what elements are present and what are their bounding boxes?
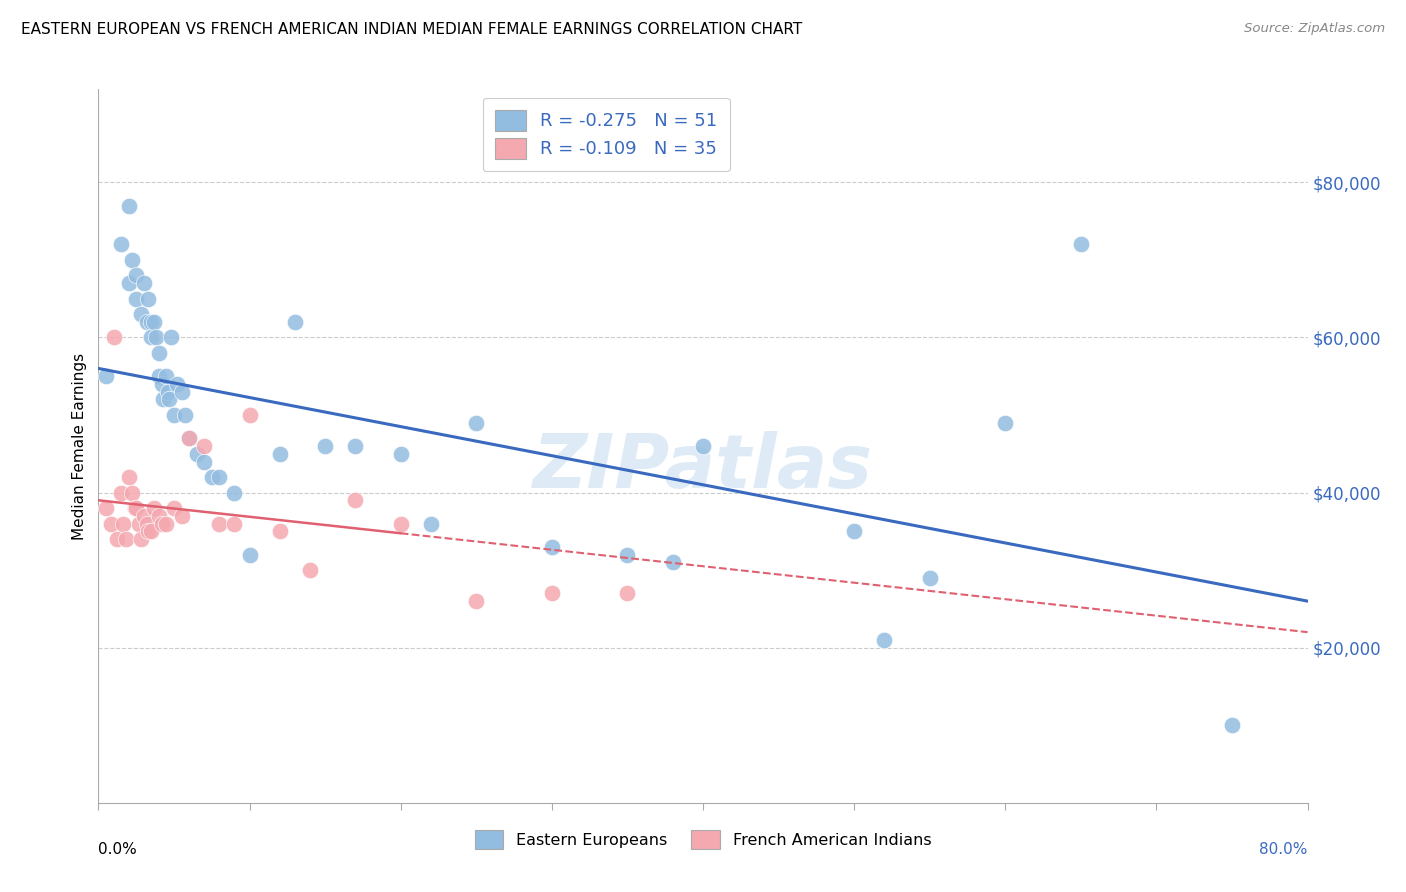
Point [465,594,488,608]
Point [224,485,246,500]
Point [389,516,412,531]
Point [389,447,412,461]
Point [148,508,170,523]
Point [994,416,1017,430]
Point [269,524,291,539]
Point [135,516,157,531]
Point [105,532,128,546]
Text: ZIPatlas: ZIPatlas [533,431,873,504]
Point [150,516,173,531]
Point [110,237,132,252]
Point [121,252,143,267]
Point [124,501,146,516]
Point [125,292,148,306]
Point [844,524,866,539]
Point [299,563,322,577]
Point [111,516,134,531]
Point [239,408,262,422]
Point [179,431,201,445]
Point [136,524,159,539]
Point [145,330,167,344]
Text: EASTERN EUROPEAN VS FRENCH AMERICAN INDIAN MEDIAN FEMALE EARNINGS CORRELATION CH: EASTERN EUROPEAN VS FRENCH AMERICAN INDI… [21,22,803,37]
Point [186,447,208,461]
Point [193,439,215,453]
Point [1220,718,1243,732]
Text: 0.0%: 0.0% [98,842,138,856]
Point [141,330,163,344]
Point [148,346,170,360]
Point [208,470,231,484]
Point [129,532,152,546]
Point [269,447,291,461]
Point [152,392,174,407]
Point [465,416,488,430]
Point [163,501,186,516]
Point [141,524,163,539]
Point [918,571,941,585]
Point [103,330,125,344]
Point [125,268,148,283]
Point [208,516,231,531]
Point [155,369,177,384]
Point [616,586,638,600]
Point [873,632,896,647]
Point [170,384,193,399]
Point [118,470,141,484]
Legend: Eastern Europeans, French American Indians: Eastern Europeans, French American India… [468,823,938,855]
Point [155,516,177,531]
Point [540,540,562,554]
Point [201,470,224,484]
Point [136,292,159,306]
Point [114,532,136,546]
Text: 80.0%: 80.0% [1260,842,1308,856]
Point [94,369,117,384]
Point [150,376,173,391]
Text: Source: ZipAtlas.com: Source: ZipAtlas.com [1244,22,1385,36]
Point [239,548,262,562]
Y-axis label: Median Female Earnings: Median Female Earnings [72,352,87,540]
Point [129,307,152,321]
Point [193,454,215,468]
Point [173,408,195,422]
Point [160,330,183,344]
Point [420,516,443,531]
Point [170,508,193,523]
Point [135,315,157,329]
Point [132,276,155,290]
Point [141,315,163,329]
Point [224,516,246,531]
Point [143,501,166,516]
Point [125,501,148,516]
Point [540,586,562,600]
Point [156,384,179,399]
Point [121,485,143,500]
Point [118,198,141,212]
Point [94,501,117,516]
Point [143,315,166,329]
Point [166,376,188,391]
Point [344,439,367,453]
Point [284,315,307,329]
Point [159,392,181,407]
Point [100,516,122,531]
Point [344,493,367,508]
Point [110,485,132,500]
Point [661,555,683,569]
Point [163,408,186,422]
Point [1070,237,1092,252]
Point [148,369,170,384]
Point [128,516,150,531]
Point [179,431,201,445]
Point [314,439,336,453]
Point [118,276,141,290]
Point [692,439,714,453]
Point [132,508,155,523]
Point [616,548,638,562]
